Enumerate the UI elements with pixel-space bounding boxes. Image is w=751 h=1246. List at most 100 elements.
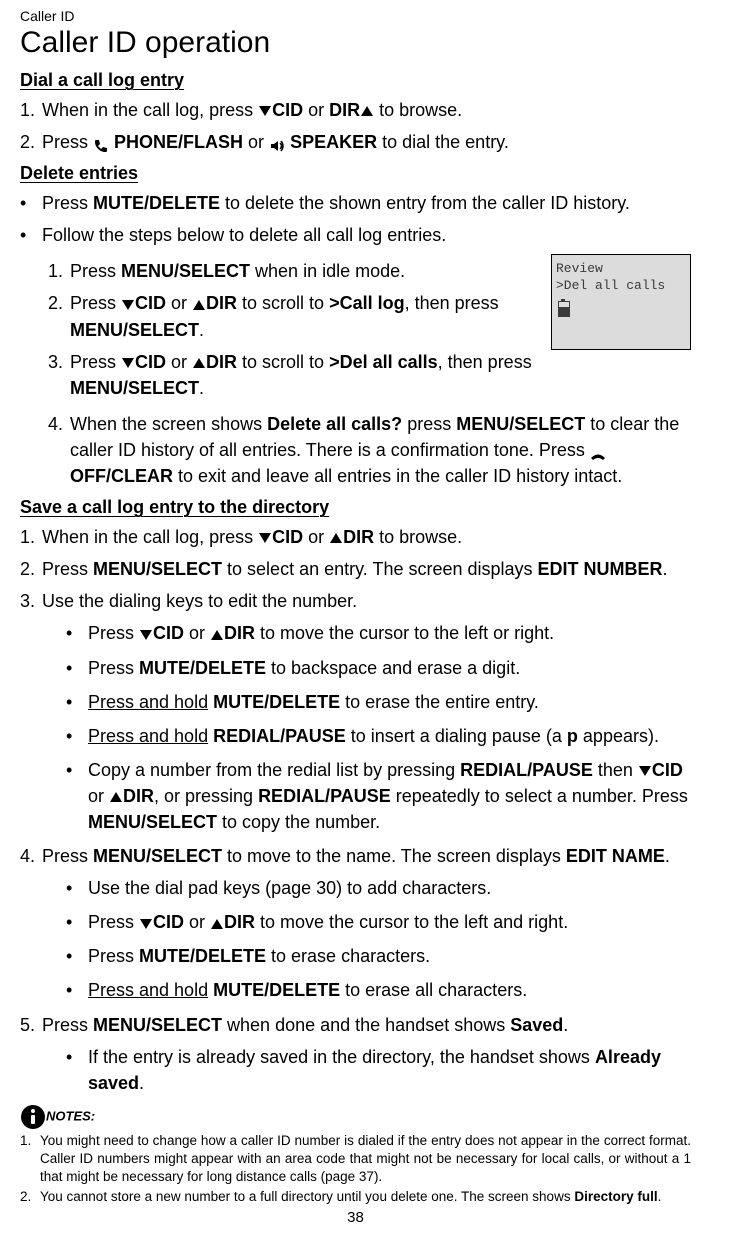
del-all-label: >Del all calls: [329, 352, 438, 372]
header-caller-id: Caller ID: [20, 8, 691, 24]
bullet-icon: •: [20, 222, 42, 248]
delete-nested-steps: 1. Press MENU/SELECT when in idle mode. …: [48, 258, 541, 406]
cid-label: CID: [135, 352, 166, 372]
menu-sc: MENU: [70, 320, 123, 340]
t: Press MENU/SELECT when in idle mode.: [70, 258, 405, 284]
select-suffix: /SELECT: [123, 320, 199, 340]
t: Copy a number from the redial list by pr…: [88, 757, 691, 835]
num: 2.: [20, 556, 42, 582]
dir-label: DIR: [343, 527, 374, 547]
t: to exit and leave all entries in the cal…: [173, 466, 622, 486]
delete-nested-1: 1. Press MENU/SELECT when in idle mode.: [48, 258, 541, 284]
bullet-icon: •: [66, 655, 88, 681]
arrow-up-icon: [211, 919, 223, 929]
menu-label: MENU/: [121, 261, 179, 281]
t: Press CID or DIR to move the cursor to t…: [88, 909, 568, 935]
num: 3.: [48, 349, 70, 401]
save-step-5: 5. Press MENU/SELECT when done and the h…: [20, 1012, 691, 1038]
page-title: Caller ID operation: [20, 26, 691, 60]
num: 1.: [20, 97, 42, 123]
select-suffix: /SELECT: [123, 378, 199, 398]
t: Press: [70, 261, 121, 281]
t: When in the call log, press: [42, 527, 258, 547]
s4-b4: • Press and hold MUTE/DELETE to erase al…: [66, 977, 691, 1003]
delete-nested-2: 2. Press CID or DIR to scroll to >Call l…: [48, 290, 541, 342]
section-save-heading: Save a call log entry to the directory: [20, 497, 691, 518]
screen-line-1: Review: [556, 261, 686, 278]
t: or: [303, 100, 329, 120]
dir-label: DIR: [329, 100, 360, 120]
num: 4.: [20, 843, 42, 869]
note-2: 2. You cannot store a new number to a fu…: [20, 1188, 691, 1206]
delete-b-text: Follow the steps below to delete all cal…: [42, 222, 446, 248]
arrow-up-icon: [361, 106, 373, 116]
bullet-icon: •: [20, 190, 42, 216]
t: Press and hold REDIAL/PAUSE to insert a …: [88, 723, 659, 749]
info-icon: [20, 1104, 46, 1130]
save-step-4: 4. Press MENU/SELECT to move to the name…: [20, 843, 691, 869]
dir-label: DIR: [206, 352, 237, 372]
call-log-label: >Call log: [329, 293, 405, 313]
save-step-4-bullets: • Use the dial pad keys (page 30) to add…: [66, 875, 691, 1003]
arrow-down-icon: [259, 106, 271, 116]
arrow-up-icon: [193, 300, 205, 310]
notes-text: NOTES:: [46, 1108, 95, 1123]
phone-flash-label: PHONE/FLASH: [114, 132, 243, 152]
s3-b4: • Press and hold REDIAL/PAUSE to insert …: [66, 723, 691, 749]
num: 5.: [20, 1012, 42, 1038]
t: to delete the shown entry from the calle…: [220, 193, 630, 213]
bullet-icon: •: [66, 1044, 88, 1096]
t: to browse.: [374, 527, 462, 547]
dial-steps: 1. When in the call log, press CID or DI…: [20, 97, 691, 155]
arrow-down-icon: [122, 358, 134, 368]
delete-bullets: • Press MUTE/DELETE to delete the shown …: [20, 190, 691, 248]
t: Use the dialing keys to edit the number.: [42, 588, 357, 614]
phone-icon: [93, 135, 109, 151]
bullet-icon: •: [66, 723, 88, 749]
t: Press: [42, 559, 93, 579]
arrow-down-icon: [140, 630, 152, 640]
t: When the screen shows Delete all calls? …: [70, 411, 691, 489]
t: Press CID or DIR to scroll to >Del all c…: [70, 349, 541, 401]
note-1: 1. You might need to change how a caller…: [20, 1132, 691, 1187]
t: .: [199, 378, 204, 398]
phone-off-icon: [590, 444, 606, 458]
t: Press MUTE/DELETE to backspace and erase…: [88, 655, 520, 681]
arrow-down-icon: [122, 300, 134, 310]
t: Use the dial pad keys (page 30) to add c…: [88, 875, 491, 901]
t: Press: [70, 293, 121, 313]
save-steps-cont: 4. Press MENU/SELECT to move to the name…: [20, 843, 691, 869]
clear-sc: CLEAR: [111, 466, 173, 486]
arrow-up-icon: [193, 358, 205, 368]
t: Press CID or DIR to move the cursor to t…: [88, 620, 554, 646]
delete-bullet-a: • Press MUTE/DELETE to delete the shown …: [20, 190, 691, 216]
t: When the screen shows: [70, 414, 267, 434]
s5-b1: • If the entry is already saved in the d…: [66, 1044, 691, 1096]
num: 1.: [48, 258, 70, 284]
arrow-up-icon: [330, 533, 342, 543]
save-step-5-bullets: • If the entry is already saved in the d…: [66, 1044, 691, 1096]
s3-b3: • Press and hold MUTE/DELETE to erase th…: [66, 689, 691, 715]
bullet-icon: •: [66, 977, 88, 1003]
menu-sc: MENU: [70, 378, 123, 398]
delete-all-q: Delete all calls?: [267, 414, 402, 434]
s4-b1: • Use the dial pad keys (page 30) to add…: [66, 875, 691, 901]
t: Press MENU/SELECT to select an entry. Th…: [42, 556, 668, 582]
num: 2.: [20, 129, 42, 155]
dir-label: DIR: [206, 293, 237, 313]
num: 3.: [20, 588, 42, 614]
t: If the entry is already saved in the dir…: [88, 1044, 691, 1096]
save-step-3: 3. Use the dialing keys to edit the numb…: [20, 588, 691, 614]
save-step-2: 2. Press MENU/SELECT to select an entry.…: [20, 556, 691, 582]
num: 4.: [48, 411, 70, 489]
note-1-text: You might need to change how a caller ID…: [40, 1132, 691, 1187]
t: or: [166, 352, 192, 372]
t: or: [166, 293, 192, 313]
select-suffix: /SELECT: [146, 559, 222, 579]
num: 1.: [20, 524, 42, 550]
t: Press: [70, 352, 121, 372]
t: .: [199, 320, 204, 340]
phone-screen: Review >Del all calls: [551, 254, 691, 350]
arrow-down-icon: [140, 919, 152, 929]
bullet-icon: •: [66, 943, 88, 969]
